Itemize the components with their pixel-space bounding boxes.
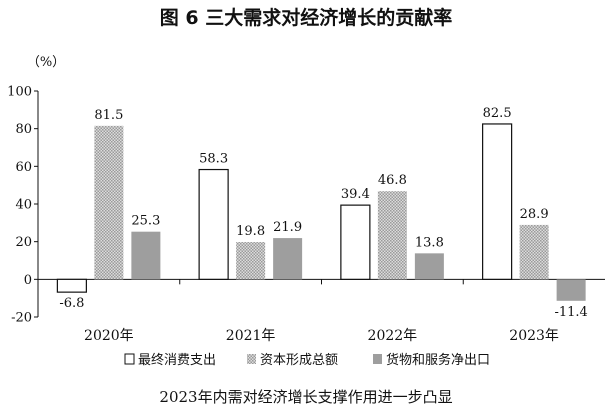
- legend-label: 资本形成总额: [260, 353, 338, 368]
- chart-caption: 2023年内需对经济增长支撑作用进一步凸显: [159, 388, 452, 406]
- y-tick-label: 80: [15, 122, 32, 137]
- legend: 最终消费支出 资本形成总额 货物和服务净出口: [124, 352, 490, 368]
- x-category-label: 2022年: [368, 328, 418, 344]
- y-tick-label: 100: [7, 85, 32, 100]
- data-label: 25.3: [131, 214, 160, 229]
- bar: [414, 253, 444, 280]
- bar: [556, 279, 586, 301]
- data-label: 21.9: [273, 220, 302, 235]
- data-label: 81.5: [94, 108, 123, 123]
- y-tick-label: 20: [15, 235, 32, 250]
- x-category-label: 2020年: [84, 328, 134, 344]
- bar: [236, 242, 266, 280]
- legend-swatch: [124, 353, 135, 365]
- bar: [340, 204, 371, 280]
- x-category-label: 2021年: [226, 328, 276, 344]
- data-label: 13.8: [415, 235, 444, 250]
- legend-swatch: [247, 354, 256, 364]
- data-label: 28.9: [520, 207, 549, 222]
- y-tick-label: 40: [15, 198, 32, 213]
- bar: [519, 224, 549, 280]
- y-tick-label: 0: [24, 273, 32, 288]
- bar: [377, 191, 407, 280]
- bar: [273, 238, 303, 280]
- y-unit-label: （%）: [27, 55, 65, 70]
- bar: [94, 125, 124, 280]
- legend-label: 货物和服务净出口: [386, 352, 490, 368]
- bar: [131, 231, 161, 280]
- data-label: 39.4: [341, 187, 370, 202]
- data-label: 46.8: [378, 173, 407, 188]
- legend-label: 最终消费支出: [138, 352, 216, 368]
- bar: [56, 278, 87, 293]
- legend-swatch: [373, 354, 382, 364]
- bars: -6.8 81.5 25.3 58.3 19.8 21.9 39.4 46.8 13.8 82.5…: [56, 106, 588, 320]
- bar: [198, 168, 229, 280]
- x-category-label: 2023年: [509, 328, 559, 344]
- y-tick-label: -20: [11, 311, 32, 326]
- data-label: 19.8: [236, 224, 265, 239]
- data-label: 58.3: [199, 152, 228, 167]
- data-label: -11.4: [554, 305, 587, 320]
- data-label: -6.8: [59, 296, 84, 311]
- axes: -20 0 20 40 60 80 100 2020年 2021年 2022年 2023年: [7, 85, 605, 344]
- y-tick-label: 60: [15, 160, 32, 175]
- bar: [482, 123, 513, 280]
- chart-title: 图 6 三大需求对经济增长的贡献率: [160, 6, 452, 29]
- data-label: 82.5: [483, 106, 512, 121]
